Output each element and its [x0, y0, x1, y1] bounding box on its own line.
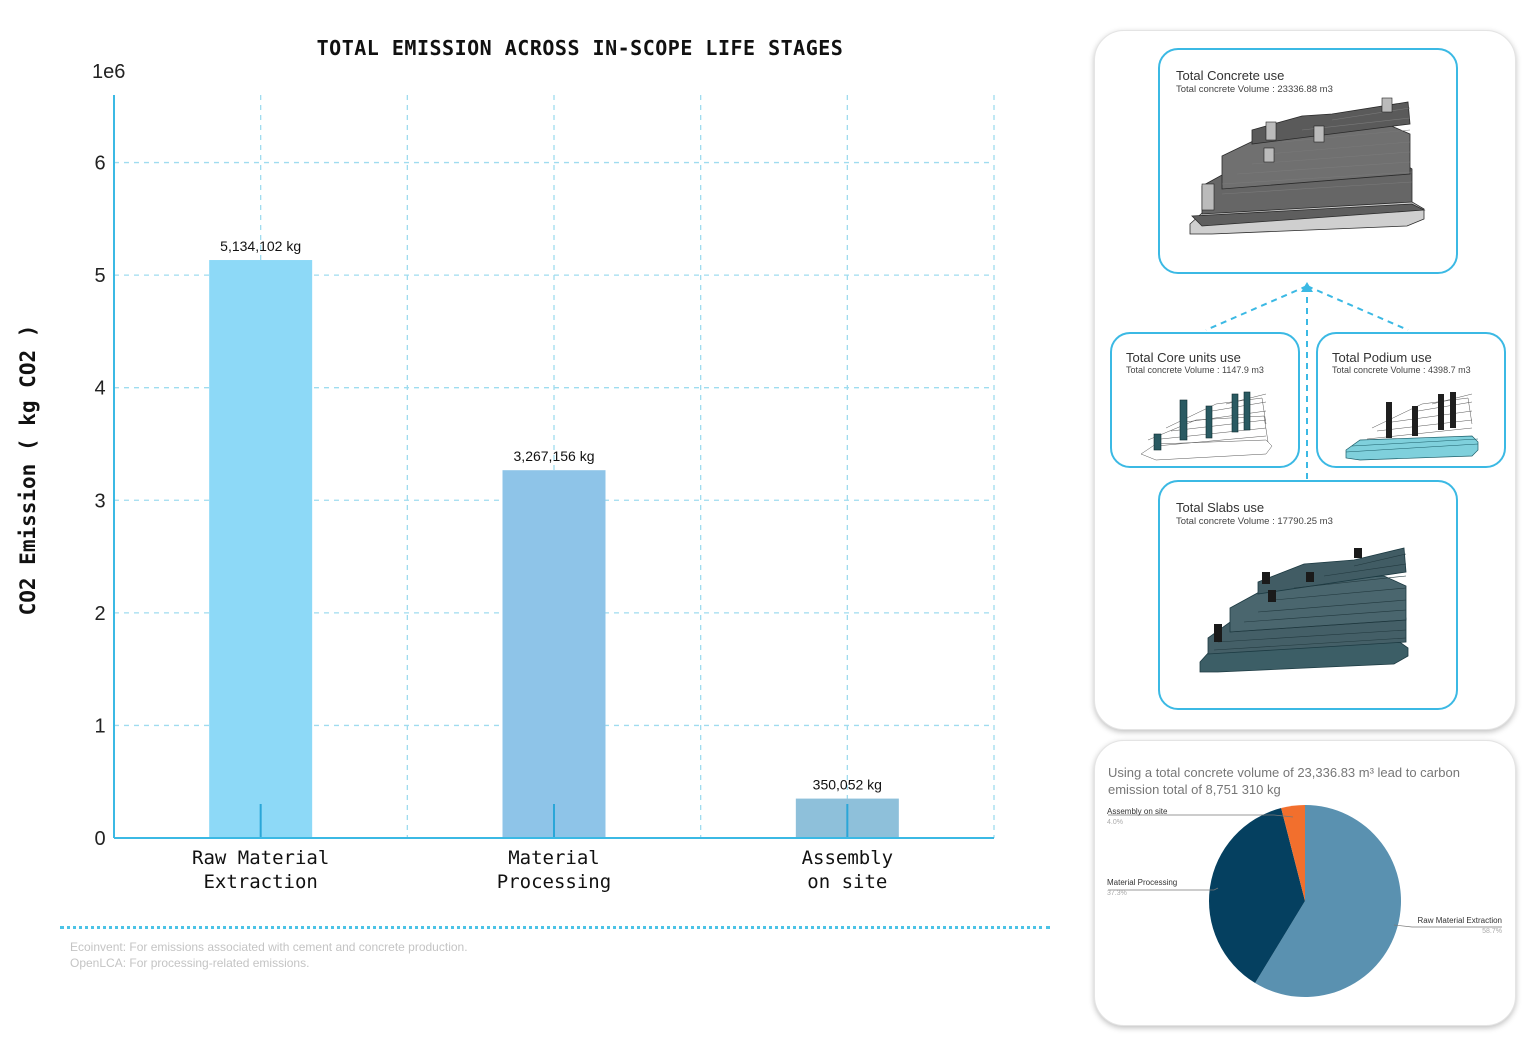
- y-tick-label: 6: [94, 153, 105, 175]
- pie-slice: [1209, 808, 1305, 984]
- data-label: 5,134,102 kg: [220, 238, 301, 254]
- y-tick-label: 3: [94, 490, 105, 512]
- category-label: Processing: [497, 871, 611, 893]
- core-units-box: Total Core units use Total concrete Volu…: [1110, 332, 1300, 468]
- category-label: Extraction: [203, 871, 317, 893]
- total-concrete-volume: Total concrete Volume : 23336.88 m3: [1176, 84, 1333, 95]
- total-concrete-box: Total Concrete use Total concrete Volume…: [1158, 48, 1458, 274]
- bar: [209, 260, 313, 839]
- leader-processing: [1108, 887, 1219, 891]
- core-units-volume: Total concrete Volume : 1147.9 m3: [1126, 365, 1264, 375]
- bar: [502, 470, 606, 838]
- y-tick-label: 4: [94, 378, 105, 400]
- pie-caption: Using a total concrete volume of 23,336.…: [1108, 765, 1460, 797]
- building-model-core: [1140, 391, 1273, 461]
- leader-raw: [1393, 924, 1502, 928]
- pie-pct-processing: 37.3%: [1107, 890, 1127, 897]
- y-tick-label: 5: [94, 265, 105, 287]
- podium-box: Total Podium use Total concrete Volume :…: [1316, 332, 1506, 468]
- category-label: on site: [807, 871, 887, 893]
- building-model-slabs: [1199, 547, 1409, 673]
- slabs-box: Total Slabs use Total concrete Volume : …: [1158, 480, 1458, 710]
- connector-left: [1205, 285, 1308, 331]
- connector-right: [1306, 285, 1409, 331]
- pie-chart: [1108, 805, 1502, 997]
- total-concrete-title: Total Concrete use: [1176, 68, 1285, 83]
- y-tick-label: 1: [94, 715, 105, 737]
- building-model-total: [1189, 97, 1426, 235]
- slabs-title: Total Slabs use: [1176, 500, 1265, 515]
- podium-volume: Total concrete Volume : 4398.7 m3: [1332, 365, 1471, 375]
- data-label: 350,052 kg: [813, 777, 882, 793]
- category-label: Raw Material: [192, 847, 329, 869]
- leader-assembly: [1108, 814, 1294, 818]
- category-label: Material: [508, 847, 600, 869]
- y-tick-label: 2: [94, 603, 105, 625]
- podium-title: Total Podium use: [1332, 350, 1432, 365]
- pie-slice: [1281, 805, 1305, 901]
- chart-title: TOTAL EMISSION ACROSS IN-SCOPE LIFE STAG…: [316, 36, 844, 60]
- y-tick-label: 0: [94, 828, 105, 850]
- y-multiplier-label: 1e6: [92, 61, 125, 83]
- diagram-connectors: [1205, 282, 1409, 480]
- category-label: Assembly: [802, 847, 894, 869]
- building-model-podium: [1345, 392, 1479, 461]
- pie-label-processing: Material Processing: [1107, 878, 1178, 887]
- pie-slice: [1255, 805, 1401, 997]
- source-ecoinvent: Ecoinvent: For emissions associated with…: [70, 940, 468, 954]
- data-label: 3,267,156 kg: [514, 448, 595, 464]
- slabs-volume: Total concrete Volume : 17790.25 m3: [1176, 516, 1333, 527]
- source-openlca: OpenLCA: For processing-related emission…: [70, 956, 310, 970]
- pie-label-raw: Raw Material Extraction: [1417, 916, 1502, 925]
- pie-pct-assembly: 4.0%: [1107, 819, 1123, 826]
- core-units-title: Total Core units use: [1126, 350, 1241, 365]
- divider: [60, 926, 1050, 929]
- pie-pct-raw: 58.7%: [1482, 928, 1502, 935]
- pie-leaders: [1108, 814, 1502, 928]
- pie-label-assembly: Assembly on site: [1107, 807, 1168, 816]
